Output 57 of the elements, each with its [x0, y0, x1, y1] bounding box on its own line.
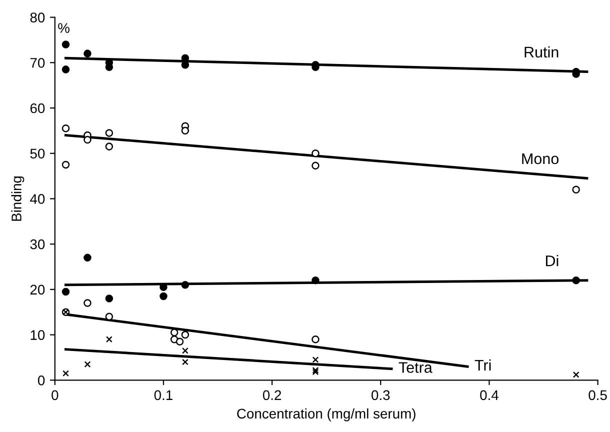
y-tick-label: 0	[38, 375, 45, 386]
x-tick-label: 0.1	[154, 390, 172, 400]
point	[106, 336, 112, 343]
point	[62, 66, 70, 74]
point	[62, 124, 70, 132]
point	[84, 136, 92, 144]
point	[312, 368, 319, 376]
y-tick-label: 40	[30, 194, 45, 204]
point	[62, 370, 69, 377]
point	[181, 281, 190, 289]
y-tick-label: 10	[30, 330, 45, 340]
point	[312, 366, 319, 374]
point	[84, 254, 92, 262]
y-tick-label: 20	[30, 284, 45, 295]
x-tick-label: 0.2	[262, 390, 282, 400]
x-tick-label: 0.5	[588, 390, 607, 400]
point	[181, 126, 190, 135]
y-tick-label: 30	[30, 239, 45, 250]
x-tick-label: 0	[52, 390, 58, 400]
point	[84, 50, 92, 58]
point	[572, 371, 580, 378]
x-tick-label: 0.3	[372, 390, 390, 400]
x-tick-label: 0.4	[480, 390, 498, 400]
point	[182, 347, 188, 354]
series-label: Rutin	[524, 46, 558, 58]
point	[105, 129, 114, 137]
point	[312, 276, 320, 284]
point	[312, 356, 319, 363]
point	[105, 294, 114, 302]
series-label: Tetra	[398, 362, 432, 373]
point	[62, 288, 70, 296]
annotation: %	[58, 23, 70, 33]
series-label: Di	[546, 255, 558, 266]
point	[181, 61, 190, 69]
point	[62, 40, 70, 48]
series-label: Tri	[474, 359, 491, 371]
y-axis-title: Binding	[11, 176, 24, 221]
point	[312, 149, 320, 158]
point	[84, 361, 91, 368]
y-tick-label: 60	[30, 103, 45, 114]
point	[572, 186, 580, 194]
point	[572, 276, 580, 284]
point	[181, 330, 190, 339]
point	[62, 160, 70, 169]
y-tick-label: 70	[30, 58, 45, 68]
point	[84, 299, 92, 307]
point	[160, 292, 168, 300]
series-label: Mono	[522, 154, 559, 164]
y-tick-label: 80	[30, 12, 45, 22]
y-tick-label: 50	[30, 148, 45, 159]
point	[176, 338, 184, 346]
point	[182, 358, 188, 366]
point	[170, 328, 178, 336]
x-axis-title: Concentration (mg/ml serum)	[237, 408, 416, 422]
point	[312, 162, 320, 170]
point	[105, 142, 114, 150]
point	[312, 335, 320, 344]
